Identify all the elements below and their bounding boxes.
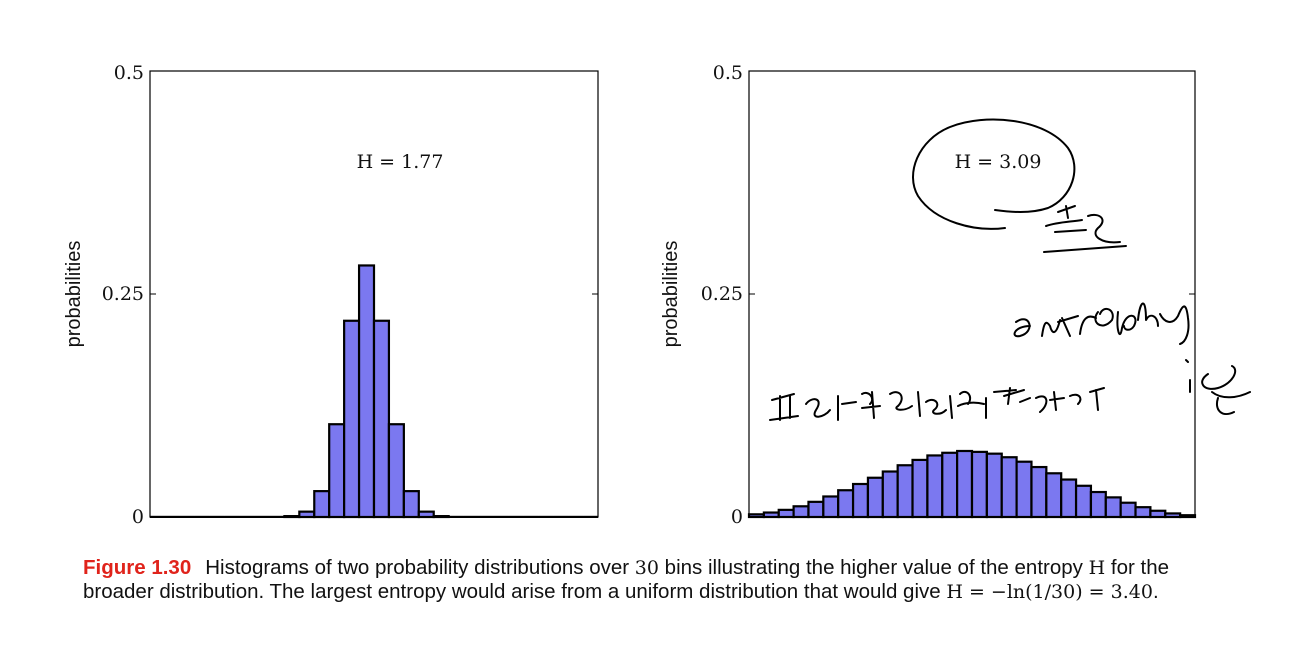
bar-right-24 bbox=[1089, 490, 1107, 519]
bar-right-21 bbox=[1045, 472, 1063, 519]
y-tick-label-left-0: 0 bbox=[132, 506, 144, 528]
bar-right-18 bbox=[1000, 456, 1018, 519]
y-tick-label-left-1: 0.25 bbox=[102, 283, 144, 305]
entropy-annotation-right: H = 3.09 bbox=[955, 151, 1042, 173]
handwritten-korean-top bbox=[1043, 205, 1127, 253]
y-axis-label-left: probabilities bbox=[63, 241, 85, 348]
figure-label: Figure 1.30 bbox=[83, 556, 192, 579]
bar-right-4 bbox=[792, 505, 810, 519]
bar-right-8 bbox=[851, 482, 870, 519]
bar-right-5 bbox=[807, 500, 825, 519]
y-tick-label-right-2: 0.5 bbox=[713, 62, 743, 84]
handwritten-circle bbox=[912, 118, 1076, 230]
figure: 0 0.25 0.5 probabilities H = 1.77 0 0.25… bbox=[63, 62, 1251, 528]
bar-right-27 bbox=[1134, 506, 1152, 519]
bar-left-18 bbox=[402, 490, 420, 519]
bar-right-12 bbox=[911, 458, 929, 519]
handwritten-entropy bbox=[1013, 302, 1190, 345]
bar-right-26 bbox=[1119, 501, 1137, 519]
bar-left-14 bbox=[343, 319, 361, 519]
bar-right-14 bbox=[941, 451, 959, 519]
bar-right-23 bbox=[1074, 484, 1093, 519]
bar-left-17 bbox=[387, 423, 405, 519]
caption-formula: H = −ln(1/30) = 3.40 bbox=[946, 581, 1153, 603]
bar-right-9 bbox=[866, 476, 884, 519]
y-ticks-left: 0 0.25 0.5 bbox=[102, 62, 598, 528]
handwritten-korean-middle bbox=[769, 359, 1251, 421]
bar-right-10 bbox=[881, 470, 899, 519]
bar-right-16 bbox=[970, 450, 988, 519]
bar-right-7 bbox=[837, 489, 855, 519]
entropy-annotation-left: H = 1.77 bbox=[357, 151, 444, 173]
bar-left-15 bbox=[357, 264, 376, 519]
bar-right-3 bbox=[777, 508, 795, 519]
y-tick-label-right-1: 0.25 bbox=[701, 283, 743, 305]
y-tick-label-left-2: 0.5 bbox=[114, 62, 144, 84]
y-tick-label-right-0: 0 bbox=[731, 506, 743, 528]
bars-right bbox=[747, 449, 1197, 519]
bar-left-12 bbox=[313, 490, 331, 519]
caption-text-2: bins illustrating the higher value of th… bbox=[658, 556, 1089, 579]
bar-right-11 bbox=[896, 464, 914, 519]
caption-text-3: for the broader distribution. The larges… bbox=[83, 556, 1169, 603]
bar-right-13 bbox=[926, 454, 944, 519]
bar-right-22 bbox=[1060, 478, 1078, 519]
caption-period: . bbox=[1152, 580, 1159, 603]
bar-right-20 bbox=[1030, 465, 1048, 519]
bar-right-6 bbox=[822, 495, 840, 519]
bar-right-25 bbox=[1104, 496, 1122, 519]
bars-left bbox=[150, 264, 598, 519]
bar-left-16 bbox=[372, 319, 391, 519]
bar-left-13 bbox=[328, 423, 346, 519]
figure-caption: Figure 1.30 Histograms of two probability… bbox=[83, 556, 1243, 604]
caption-h-symbol: H bbox=[1088, 557, 1106, 579]
histogram-right: 0 0.25 0.5 probabilities H = 3.09 bbox=[660, 62, 1197, 528]
handwritten-annotations bbox=[769, 118, 1251, 421]
bar-right-19 bbox=[1015, 460, 1033, 519]
bar-right-15 bbox=[956, 449, 974, 519]
caption-bins-number: 30 bbox=[634, 557, 659, 579]
caption-text-1: Histograms of two probability distributi… bbox=[205, 556, 635, 579]
bar-right-17 bbox=[985, 452, 1003, 519]
y-ticks-right: 0 0.25 0.5 bbox=[701, 62, 1195, 528]
y-axis-label-right: probabilities bbox=[660, 241, 682, 348]
histogram-left: 0 0.25 0.5 probabilities H = 1.77 bbox=[63, 62, 599, 528]
